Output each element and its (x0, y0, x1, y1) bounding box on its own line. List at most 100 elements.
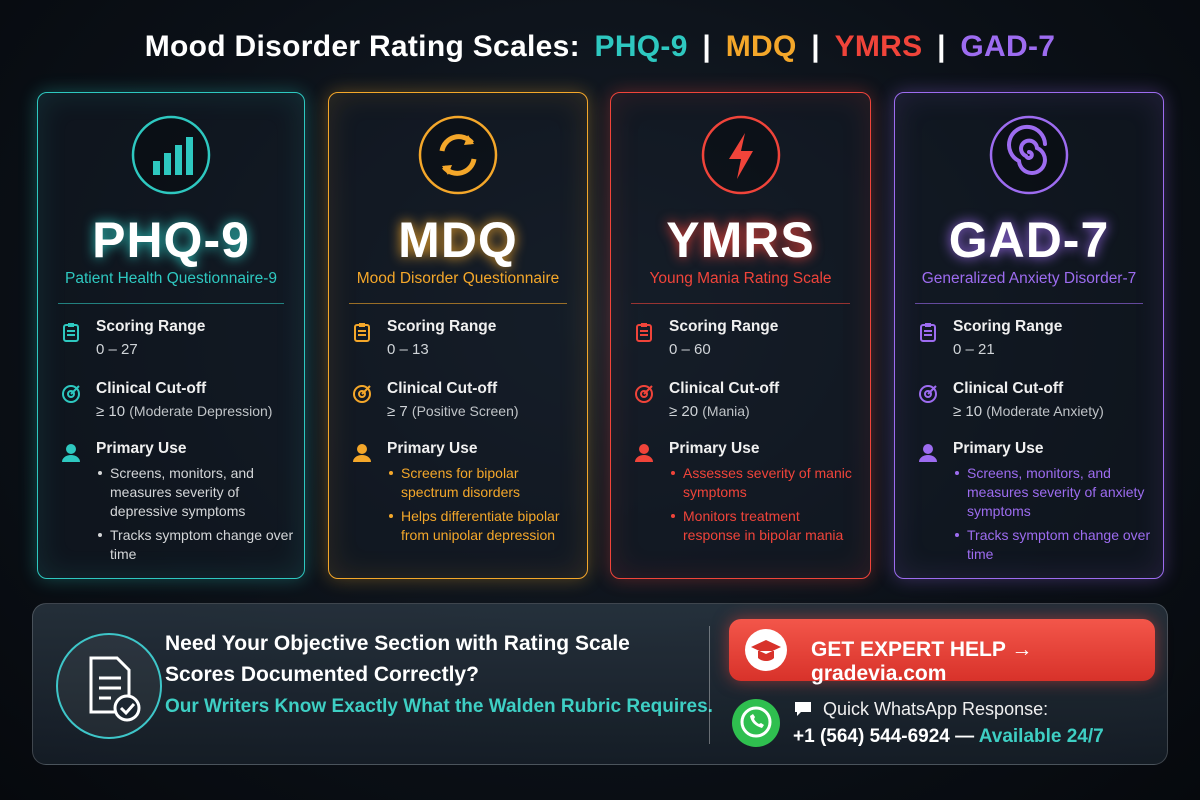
icon-shape (1007, 124, 1047, 175)
scoring-label: Scoring Range (669, 318, 779, 335)
cta-headline: Need Your Objective Section with Rating … (165, 632, 630, 686)
icon-shape (62, 385, 80, 403)
scoring-value: 0 – 13 (387, 341, 429, 358)
scoring-row: Scoring Range 0 – 13 (387, 318, 577, 358)
cutoff-line: ≥ 20 (Mania) (669, 403, 860, 420)
icon-shape (636, 324, 652, 342)
icon-shape (164, 153, 171, 175)
scoring-value: 0 – 27 (96, 341, 138, 358)
icon-shape (919, 455, 937, 462)
use-item: Assesses severity of manic symptoms (671, 464, 860, 502)
card-full-name: Young Mania Rating Scale (649, 270, 832, 287)
cutoff-value: ≥ 10 (953, 403, 983, 420)
icon-shape (920, 324, 936, 342)
icon-shape (359, 323, 365, 327)
icon-shape (353, 385, 371, 403)
separator: | (937, 30, 946, 63)
icon-shape (635, 455, 653, 462)
cta-button[interactable]: GET EXPERT HELP → gradevia.com (729, 619, 1155, 685)
icon-shape (357, 444, 367, 454)
card-full-name: Mood Disorder Questionnaire (356, 270, 560, 287)
use-item: Tracks symptom change over time (955, 526, 1153, 564)
use-row: Primary Use Screens, monitors, and measur… (953, 440, 1153, 569)
use-row: Primary Use Assesses severity of manic sy… (669, 440, 860, 550)
title-prefix: Mood Disorder Rating Scales: (144, 30, 580, 63)
card-full-name: Patient Health Questionnaire-9 (65, 270, 277, 287)
card-name: MDQ (398, 212, 518, 268)
use-label: Primary Use (387, 440, 478, 457)
cutoff-value: ≥ 20 (669, 403, 699, 420)
icon-check-circle (113, 694, 141, 722)
divider (709, 626, 710, 744)
use-label: Primary Use (953, 440, 1044, 457)
icon-ring (56, 633, 162, 739)
scoring-row: Scoring Range 0 – 27 (96, 318, 294, 358)
icon-shape (63, 324, 79, 342)
use-icon (635, 444, 653, 462)
chat-icon (795, 702, 811, 716)
use-icon (353, 444, 371, 462)
title-scale: PHQ-9 (594, 30, 688, 63)
use-item: Screens, monitors, and measures severity… (98, 464, 294, 521)
dash: — (955, 726, 975, 747)
cutoff-label: Clinical Cut-off (387, 380, 498, 397)
scoring-icon (63, 323, 79, 342)
card-full-name: Generalized Anxiety Disorder-7 (921, 270, 1137, 287)
icon-shape (464, 135, 474, 145)
cutoff-row: Clinical Cut-off ≥ 20 (Mania) (669, 380, 860, 420)
whatsapp-icon (732, 699, 780, 747)
cutoff-note: (Positive Screen) (411, 403, 519, 419)
title: Mood Disorder Rating Scales: PHQ-9 | MDQ… (0, 30, 1200, 64)
contact-line: +1 (564) 544-6924 — Available 24/7 (793, 726, 1104, 748)
icon-shape (62, 455, 80, 462)
wa-ring (740, 706, 772, 738)
card: GAD-7 Generalized Anxiety Disorder-7 Scori… (894, 92, 1164, 579)
icon-shape (640, 330, 648, 336)
icon-shape (186, 137, 193, 175)
icon-shape (67, 390, 75, 398)
icon-shape (353, 455, 371, 462)
use-list: Assesses severity of manic symptoms Monit… (669, 464, 860, 545)
card-divider (58, 303, 284, 304)
use-list: Screens, monitors, and measures severity… (953, 464, 1153, 564)
card-divider (349, 303, 567, 304)
cutoff-line: ≥ 10 (Moderate Depression) (96, 403, 294, 420)
card-divider (631, 303, 850, 304)
cutoff-icon (62, 385, 80, 403)
cap (751, 640, 781, 661)
icon-shape (70, 385, 80, 395)
card-divider (915, 303, 1143, 304)
phone[interactable]: +1 (564) 544-6924 (793, 726, 950, 747)
icon-shape (641, 323, 647, 327)
cap-icon (745, 629, 787, 671)
use-list: Screens, monitors, and measures severity… (96, 464, 294, 564)
use-icon (62, 444, 80, 462)
cutoff-row: Clinical Cut-off ≥ 7 (Positive Screen) (387, 380, 577, 420)
use-row: Primary Use Screens, monitors, and measur… (96, 440, 294, 569)
cutoff-note: (Mania) (702, 403, 750, 419)
icon-shape (175, 145, 182, 175)
icon-shape (923, 444, 933, 454)
use-list: Screens for bipolar spectrum disorders He… (387, 464, 577, 545)
card-icon (131, 115, 211, 195)
icon-shape (442, 165, 452, 175)
icon-shape (68, 323, 74, 327)
cutoff-label: Clinical Cut-off (669, 380, 780, 397)
cutoff-row: Clinical Cut-off ≥ 10 (Moderate Anxiety) (953, 380, 1153, 420)
cutoff-value: ≥ 10 (96, 403, 126, 420)
availability: Available 24/7 (978, 726, 1104, 747)
icon-shape (66, 444, 76, 454)
title-scale: YMRS (834, 30, 923, 63)
scoring-icon (354, 323, 370, 342)
icon-shape (919, 385, 937, 403)
cutoff-label: Clinical Cut-off (96, 380, 207, 397)
icon-shape (925, 323, 931, 327)
card: YMRS Young Mania Rating Scale Scoring Rang… (610, 92, 871, 579)
icon-shape (924, 390, 932, 398)
cutoff-row: Clinical Cut-off ≥ 10 (Moderate Depressio… (96, 380, 294, 420)
icon-shape (643, 385, 653, 395)
card-icon (418, 115, 498, 195)
icon-shape (728, 133, 753, 179)
use-label: Primary Use (96, 440, 187, 457)
